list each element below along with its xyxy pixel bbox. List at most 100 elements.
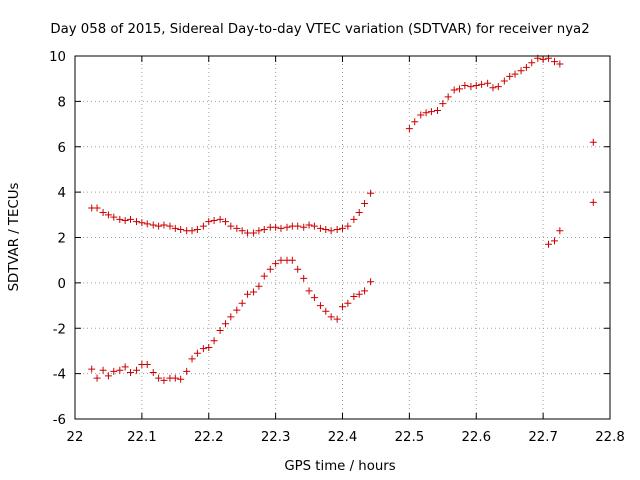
- data-point: [238, 227, 246, 235]
- data-point: [155, 374, 163, 382]
- x-axis-label: GPS time / hours: [284, 459, 395, 474]
- chart-title: Day 058 of 2015, Sidereal Day-to-day VTE…: [50, 22, 589, 37]
- data-point: [104, 211, 112, 219]
- data-point: [121, 216, 129, 224]
- data-point: [227, 313, 235, 321]
- data-point: [589, 198, 597, 206]
- data-point: [160, 221, 168, 229]
- data-point: [205, 344, 213, 352]
- data-point: [149, 368, 157, 376]
- data-point: [489, 84, 497, 92]
- data-point: [216, 327, 224, 335]
- data-point: [522, 63, 530, 71]
- y-tick-label: 8: [58, 95, 66, 110]
- data-point: [427, 108, 435, 116]
- data-point: [171, 224, 179, 232]
- data-point: [127, 215, 135, 223]
- data-point: [272, 260, 280, 268]
- data-point: [344, 299, 352, 307]
- data-point: [277, 224, 285, 232]
- data-point: [417, 111, 425, 119]
- x-tick-label: 22.5: [395, 430, 425, 445]
- data-point: [322, 226, 330, 234]
- data-point: [244, 229, 252, 237]
- data-point: [339, 224, 346, 232]
- x-tick-label: 22.3: [261, 430, 291, 445]
- data-point: [367, 189, 375, 197]
- data-point: [472, 81, 480, 89]
- data-point: [316, 302, 324, 310]
- data-point: [433, 106, 441, 114]
- data-point: [350, 215, 358, 223]
- data-point: [405, 125, 413, 133]
- y-tick-label: 10: [49, 50, 66, 65]
- data-point: [411, 118, 419, 126]
- data-point: [121, 363, 129, 371]
- data-point: [456, 85, 464, 93]
- data-point: [500, 77, 508, 85]
- data-point: [355, 209, 363, 217]
- data-point: [467, 83, 475, 91]
- data-point: [506, 72, 514, 80]
- data-point: [350, 292, 358, 300]
- data-point: [461, 81, 469, 89]
- data-point: [260, 226, 268, 234]
- y-tick-label: -6: [53, 413, 66, 428]
- data-point: [233, 224, 241, 232]
- data-point: [127, 368, 135, 376]
- data-point: [199, 222, 207, 230]
- data-point: [327, 313, 335, 321]
- data-point: [143, 220, 151, 228]
- plot-frame: [74, 55, 611, 420]
- data-point: [93, 204, 101, 212]
- data-point: [238, 299, 246, 307]
- data-point: [227, 222, 235, 230]
- data-point: [183, 367, 191, 375]
- y-tick-label: -4: [53, 368, 66, 383]
- y-tick-label: 2: [58, 232, 66, 247]
- grid-lines: [75, 56, 610, 419]
- data-point: [177, 226, 185, 234]
- data-point: [104, 372, 112, 380]
- data-point: [300, 274, 308, 282]
- data-point: [199, 345, 207, 353]
- data-point: [250, 288, 258, 296]
- data-point: [277, 256, 285, 264]
- data-point: [272, 223, 280, 231]
- data-point: [344, 222, 352, 230]
- data-point: [244, 290, 252, 298]
- data-point: [305, 287, 313, 295]
- data-point: [339, 303, 346, 311]
- data-point: [171, 374, 179, 382]
- data-point: [210, 216, 218, 224]
- data-point: [216, 215, 224, 223]
- data-point: [589, 138, 597, 146]
- data-point: [177, 375, 185, 383]
- data-point: [266, 265, 274, 273]
- data-point: [550, 237, 558, 245]
- data-point: [294, 222, 302, 230]
- data-point: [355, 290, 363, 298]
- data-point: [221, 320, 229, 328]
- data-point: [556, 227, 564, 235]
- data-point: [439, 100, 447, 108]
- x-tick-label: 22: [67, 430, 84, 445]
- data-point: [255, 282, 263, 290]
- data-point: [294, 265, 302, 273]
- data-point: [283, 223, 291, 231]
- data-point: [361, 287, 369, 295]
- data-point: [327, 227, 335, 235]
- data-point: [310, 294, 318, 302]
- data-point: [422, 109, 430, 117]
- data-point: [444, 93, 452, 101]
- data-point: [160, 376, 168, 384]
- data-point: [143, 361, 151, 369]
- data-point: [305, 221, 313, 229]
- data-point: [556, 60, 564, 68]
- data-point: [188, 227, 196, 235]
- data-point: [478, 80, 486, 88]
- data-point: [333, 226, 341, 234]
- data-point: [188, 355, 196, 363]
- data-points: [88, 54, 597, 384]
